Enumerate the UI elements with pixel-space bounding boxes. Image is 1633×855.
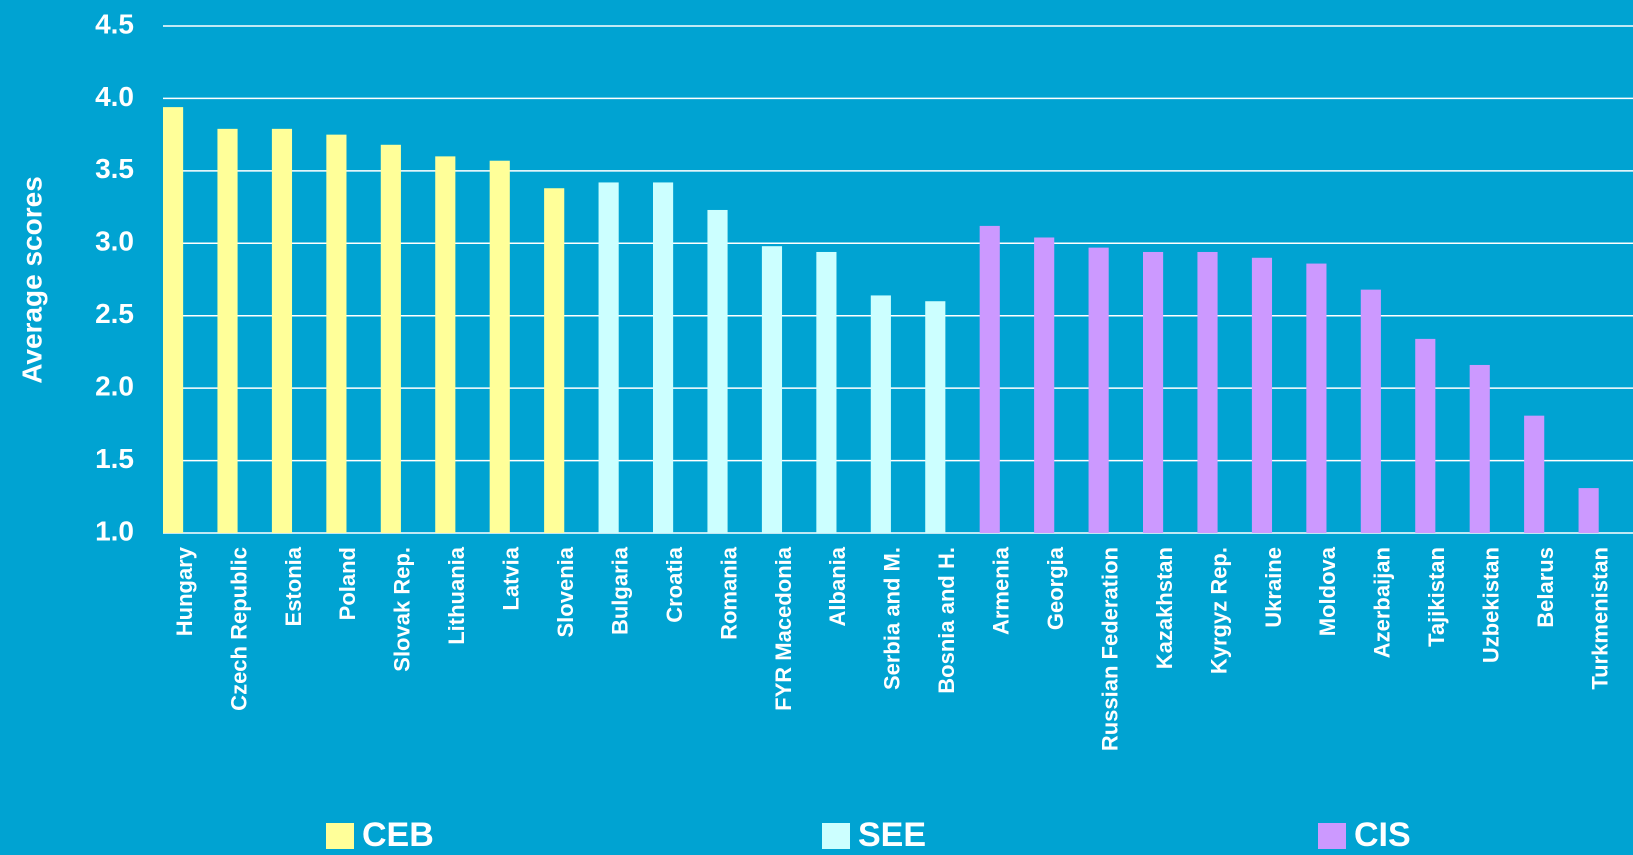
bar <box>163 107 184 534</box>
bar <box>979 225 1000 533</box>
y-tick-label: 1.5 <box>95 443 134 474</box>
legend-label: SEE <box>858 816 926 854</box>
bar <box>761 246 783 533</box>
y-tick-label: 4.0 <box>95 81 134 112</box>
legend-label: CEB <box>362 816 434 854</box>
y-tick-label: 4.5 <box>95 8 134 39</box>
x-tick-label: Uzbekistan <box>1479 547 1504 663</box>
x-tick-label: Kyrgyz Rep. <box>1206 547 1231 674</box>
y-tick-label: 3.5 <box>95 153 134 184</box>
bar <box>653 182 674 533</box>
x-tick-label: Poland <box>335 547 360 620</box>
bar <box>598 182 619 533</box>
x-tick-label: Tajikistan <box>1424 547 1449 647</box>
legend-label: CIS <box>1354 816 1411 854</box>
x-tick-label: Georgia <box>1043 546 1068 630</box>
y-tick-label: 2.0 <box>95 371 134 402</box>
x-tick-label: Armenia <box>989 546 1014 635</box>
x-tick-label: Albania <box>825 546 850 626</box>
bar <box>1088 247 1109 534</box>
x-tick-label: Croatia <box>662 546 687 623</box>
x-tick-label: Russian Federation <box>1097 547 1122 751</box>
x-tick-label: Azerbaijan <box>1370 547 1395 658</box>
x-tick-label: Kazakhstan <box>1152 547 1177 669</box>
bar <box>1251 257 1273 533</box>
x-tick-label: Latvia <box>499 546 524 610</box>
x-tick-label: Romania <box>716 546 741 640</box>
y-tick-label: 3.0 <box>95 226 134 257</box>
bar <box>1578 488 1599 533</box>
legend-swatch <box>326 823 354 849</box>
x-tick-label: Bulgaria <box>607 546 632 635</box>
bar <box>870 295 891 533</box>
bar <box>217 128 238 533</box>
bar <box>544 188 565 534</box>
x-tick-label: Ukraine <box>1261 547 1286 628</box>
x-tick-label: Estonia <box>281 546 306 626</box>
y-tick-label: 2.5 <box>95 298 134 329</box>
x-tick-label: Slovak Rep. <box>390 547 415 672</box>
legend-swatch <box>822 823 850 849</box>
bar <box>1143 251 1164 533</box>
x-tick-label: Hungary <box>172 546 197 636</box>
bar <box>1034 237 1055 533</box>
x-tick-label: Czech Republic <box>226 547 251 711</box>
legend-swatch <box>1318 823 1346 849</box>
x-tick-label: Belarus <box>1533 547 1558 628</box>
bar <box>326 134 347 533</box>
bar <box>435 156 456 533</box>
bar <box>707 209 728 533</box>
x-tick-label: Moldova <box>1315 546 1340 636</box>
bar <box>489 160 510 533</box>
y-tick-label: 1.0 <box>95 515 134 546</box>
x-tick-label: FYR Macedonia <box>771 546 796 711</box>
bar <box>1197 251 1218 533</box>
x-tick-label: Serbia and M. <box>880 547 905 690</box>
bar <box>1306 263 1327 533</box>
y-axis-label: Average scores <box>16 176 47 384</box>
bar <box>271 128 293 533</box>
x-tick-label: Slovenia <box>553 546 578 637</box>
x-tick-label: Bosnia and H. <box>934 547 959 694</box>
bar <box>380 144 401 534</box>
bar <box>925 301 946 533</box>
bar <box>1469 364 1490 533</box>
x-tick-label: Turkmenistan <box>1587 547 1612 690</box>
bar <box>816 251 837 533</box>
bar <box>1360 289 1381 533</box>
bar <box>1415 338 1436 533</box>
x-tick-label: Lithuania <box>444 546 469 645</box>
bar <box>1524 415 1545 533</box>
